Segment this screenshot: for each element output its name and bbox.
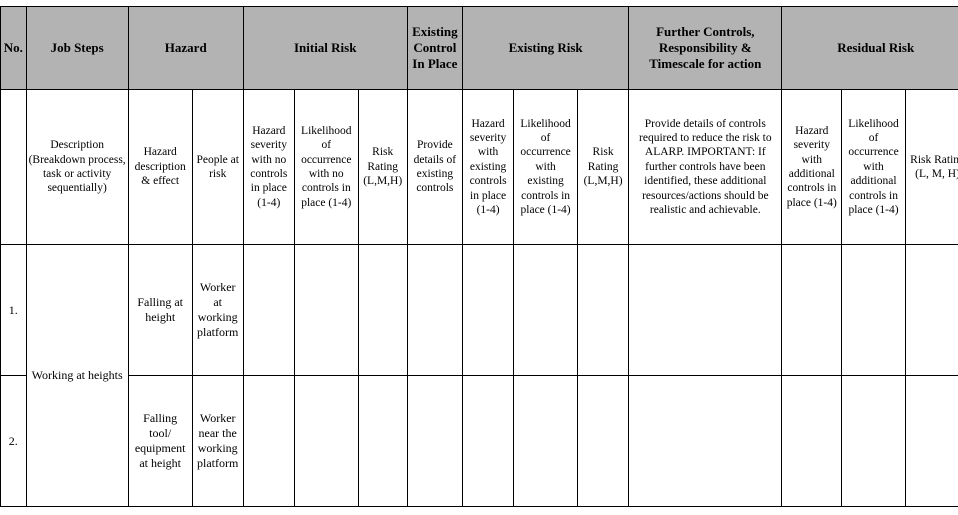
- sub-resid-sev: Hazard severity with additional controls…: [782, 90, 842, 245]
- sub-exist-sev: Hazard severity with existing controls i…: [463, 90, 514, 245]
- cell-exist-rating: [578, 245, 629, 376]
- risk-assessment-table: No. Job Steps Hazard Initial Risk Existi…: [0, 6, 958, 507]
- col-hazard: Hazard: [128, 7, 243, 90]
- sub-exist-rating: Risk Rating (L,M,H): [578, 90, 629, 245]
- cell-resid-rating: [905, 245, 958, 376]
- table-row: 1. Working at heights Falling at height …: [1, 245, 958, 376]
- cell-no: 1.: [1, 245, 27, 376]
- cell-people-at-risk: Worker at working platform: [192, 245, 243, 376]
- cell-people-at-risk: Worker near the working platform: [192, 376, 243, 507]
- cell-resid-sev: [782, 376, 842, 507]
- cell-hazard-desc: Falling tool/ equipment at height: [128, 376, 192, 507]
- sub-further-controls: Provide details of controls required to …: [629, 90, 782, 245]
- sub-init-rating: Risk Rating (L,M,H): [358, 90, 407, 245]
- cell-no: 2.: [1, 376, 27, 507]
- cell-init-rating: [358, 245, 407, 376]
- header-row: No. Job Steps Hazard Initial Risk Existi…: [1, 7, 958, 90]
- col-initial-risk: Initial Risk: [243, 7, 407, 90]
- col-further-controls: Further Controls, Responsibility & Times…: [629, 7, 782, 90]
- cell-init-like: [294, 376, 358, 507]
- cell-further-controls: [629, 376, 782, 507]
- sub-hazard-desc: Hazard description & effect: [128, 90, 192, 245]
- cell-resid-rating: [905, 376, 958, 507]
- sub-job-steps: Description (Breakdown process, task or …: [26, 90, 128, 245]
- subheader-row: Description (Breakdown process, task or …: [1, 90, 958, 245]
- sub-exist-like: Likelihood of occurrence with existing c…: [514, 90, 578, 245]
- col-existing-control: Existing Control In Place: [407, 7, 462, 90]
- col-residual-risk: Residual Risk: [782, 7, 958, 90]
- sub-people-at-risk: People at risk: [192, 90, 243, 245]
- cell-init-sev: [243, 245, 294, 376]
- cell-existing-control: [407, 245, 462, 376]
- cell-exist-like: [514, 245, 578, 376]
- cell-job-steps: Working at heights: [26, 245, 128, 507]
- table-row: 2. Falling tool/ equipment at height Wor…: [1, 376, 958, 507]
- cell-resid-like: [842, 376, 906, 507]
- cell-init-sev: [243, 376, 294, 507]
- col-no: No.: [1, 7, 27, 90]
- sub-resid-rating: Risk Rating (L, M, H): [905, 90, 958, 245]
- risk-assessment-table-page: No. Job Steps Hazard Initial Risk Existi…: [0, 0, 958, 515]
- sub-resid-like: Likelihood of occurrence with additional…: [842, 90, 906, 245]
- col-existing-risk: Existing Risk: [463, 7, 629, 90]
- cell-init-rating: [358, 376, 407, 507]
- cell-hazard-desc: Falling at height: [128, 245, 192, 376]
- col-job-steps: Job Steps: [26, 7, 128, 90]
- cell-existing-control: [407, 376, 462, 507]
- sub-existing-control: Provide details of existing controls: [407, 90, 462, 245]
- sub-no: [1, 90, 27, 245]
- sub-init-sev: Hazard severity with no controls in plac…: [243, 90, 294, 245]
- sub-init-like: Likelihood of occurrence with no control…: [294, 90, 358, 245]
- cell-further-controls: [629, 245, 782, 376]
- cell-resid-like: [842, 245, 906, 376]
- cell-exist-rating: [578, 376, 629, 507]
- cell-exist-sev: [463, 245, 514, 376]
- cell-resid-sev: [782, 245, 842, 376]
- cell-init-like: [294, 245, 358, 376]
- cell-exist-like: [514, 376, 578, 507]
- cell-exist-sev: [463, 376, 514, 507]
